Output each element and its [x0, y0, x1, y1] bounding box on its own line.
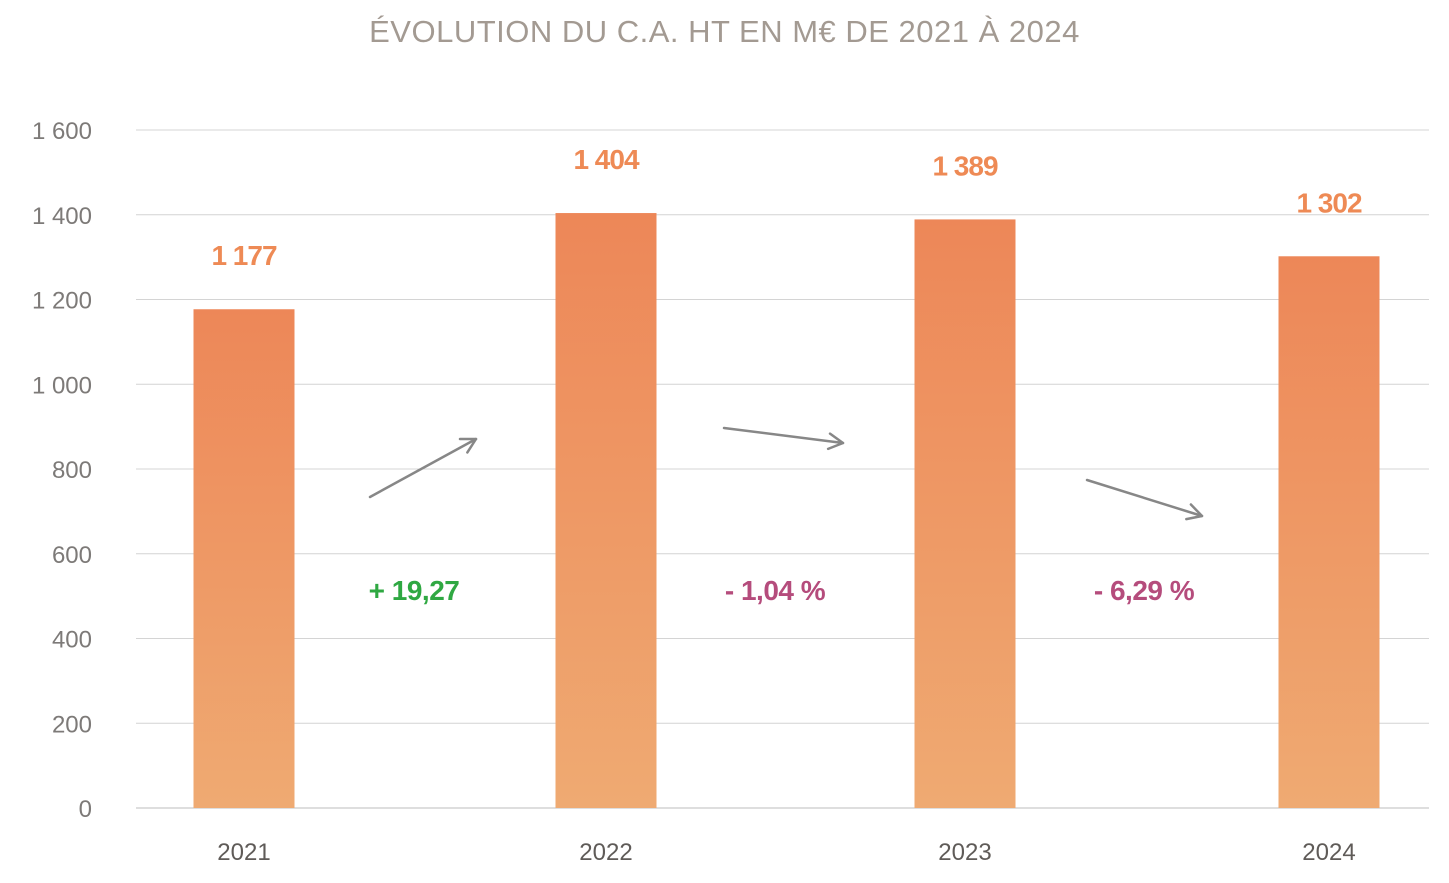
y-tick-label: 1 600 — [32, 118, 92, 145]
change-arrow-icon — [1085, 478, 1204, 521]
x-tick-label: 2023 — [938, 839, 991, 866]
value-label: 1 302 — [1296, 187, 1361, 218]
value-labels: 1 177 1 404 1 389 1 302 — [211, 144, 1362, 271]
y-tick-label: 1 400 — [32, 203, 92, 230]
y-tick-label: 800 — [52, 457, 92, 484]
x-tick-label: 2024 — [1302, 839, 1355, 866]
bar-2024 — [1278, 256, 1380, 809]
y-tick-label: 1 000 — [32, 372, 92, 399]
change-arrow-icon — [722, 426, 845, 451]
gridlines — [136, 129, 1429, 809]
bar-2022 — [555, 213, 657, 808]
bar-2023 — [914, 219, 1016, 808]
y-axis-ticks: 0 200 400 600 800 1 000 1 200 1 400 1 600 — [32, 118, 92, 823]
y-tick-label: 600 — [52, 542, 92, 569]
y-tick-label: 400 — [52, 627, 92, 654]
change-arrow-icon — [368, 437, 478, 499]
value-label: 1 404 — [573, 144, 639, 175]
x-tick-label: 2022 — [579, 839, 632, 866]
y-tick-label: 1 200 — [32, 288, 92, 315]
y-tick-label: 200 — [52, 711, 92, 738]
chart-title: ÉVOLUTION DU C.A. HT EN M€ DE 2021 À 202… — [369, 14, 1080, 49]
bar-2021 — [193, 309, 295, 808]
x-axis-ticks: 2021 2022 2023 2024 — [217, 839, 1355, 866]
bars — [193, 213, 1380, 809]
value-label: 1 177 — [211, 240, 276, 271]
change-label: - 6,29 % — [1094, 575, 1195, 606]
value-label: 1 389 — [932, 150, 997, 181]
x-tick-label: 2021 — [217, 839, 270, 866]
change-label: - 1,04 % — [725, 575, 826, 606]
y-tick-label: 0 — [79, 796, 92, 823]
change-annotations: + 19,27 - 1,04 % - 6,29 % — [368, 426, 1204, 606]
change-label: + 19,27 — [369, 575, 460, 606]
